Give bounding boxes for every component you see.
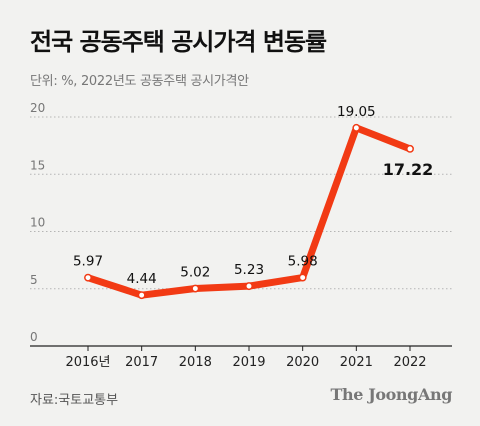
publisher-logo: The JoongAng: [330, 385, 453, 404]
y-tick-label: 0: [30, 330, 38, 344]
data-point: [191, 284, 200, 293]
data-label: 5.23: [234, 262, 264, 278]
y-tick-label: 20: [30, 101, 45, 115]
x-tick-label: 2020: [286, 355, 319, 370]
y-tick-label: 10: [30, 216, 45, 230]
data-label: 4.44: [127, 271, 157, 287]
y-tick-label: 5: [30, 273, 38, 287]
y-tick-label: 15: [30, 158, 45, 172]
data-point: [406, 144, 414, 153]
data-point: [137, 291, 146, 300]
x-tick-label: 2016년: [65, 355, 110, 370]
data-point: [298, 273, 307, 282]
x-tick-label: 2021: [340, 355, 373, 370]
x-tick-label: 2022: [393, 355, 426, 370]
data-label: 17.22: [383, 160, 434, 179]
data-label: 5.97: [73, 254, 103, 270]
chart-title: 전국 공동주택 공시가격 변동률: [30, 28, 327, 56]
source-note: 자료:국토교통부: [30, 393, 119, 408]
data-point: [245, 282, 253, 291]
data-point: [352, 123, 361, 132]
chart-subtitle: 단위: %, 2022년도 공동주택 공시가격안: [30, 74, 249, 89]
data-label: 5.02: [180, 265, 210, 281]
x-tick-label: 2017: [125, 355, 158, 370]
x-tick-label: 2018: [179, 355, 212, 370]
data-label: 5.98: [288, 254, 318, 270]
x-tick-label: 2019: [232, 355, 265, 370]
data-point: [84, 273, 92, 282]
data-label: 19.05: [337, 104, 376, 120]
